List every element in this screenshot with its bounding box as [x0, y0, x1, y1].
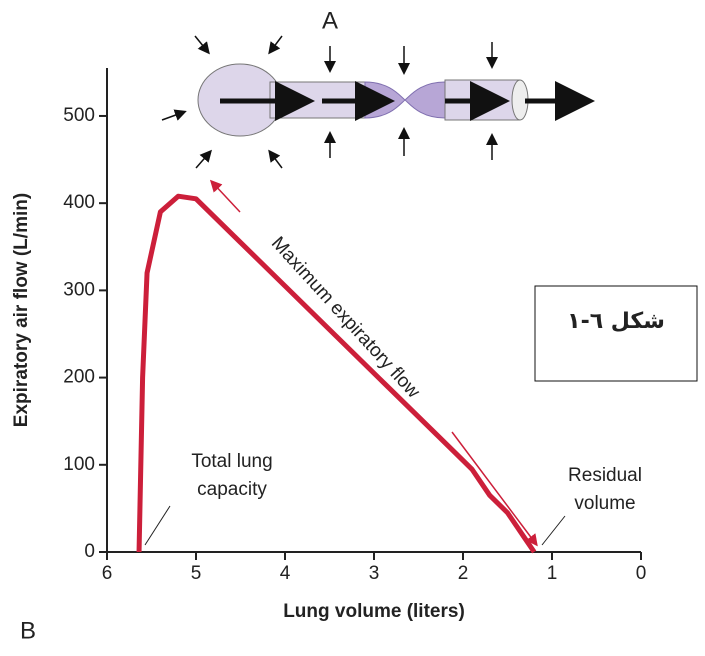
annotation: Residual — [568, 465, 642, 486]
leader-line — [541, 515, 566, 546]
y-tick-label: 200 — [63, 367, 95, 388]
x-axis-title: Lung volume (liters) — [283, 601, 465, 622]
annotation-arrow — [209, 179, 241, 213]
x-tick-label: 5 — [191, 563, 202, 584]
y-axis-title: Expiratory air flow (L/min) — [11, 193, 32, 427]
annotation: capacity — [197, 479, 267, 500]
x-tick-label: 0 — [636, 563, 647, 584]
figure-box — [534, 285, 698, 382]
airway-diagram — [161, 35, 595, 169]
panel-label: B — [20, 617, 36, 644]
annotation-arrow — [451, 431, 538, 547]
x-tick-label: 4 — [280, 563, 291, 584]
figure-label: شكل ٦-١ — [567, 309, 665, 334]
x-tick-label: 3 — [369, 563, 380, 584]
y-tick-label: 400 — [63, 192, 95, 213]
panel-label: A — [322, 7, 338, 34]
y-tick-label: 0 — [84, 541, 95, 562]
annotation: volume — [574, 493, 635, 514]
flow-volume-curve — [136, 193, 537, 554]
leader-line — [144, 505, 171, 546]
x-tick-label: 2 — [458, 563, 469, 584]
y-tick-label: 300 — [63, 279, 95, 300]
y-tick-label: 500 — [63, 105, 95, 126]
y-tick-label: 100 — [63, 454, 95, 475]
curve-label: Maximum expiratory flow — [267, 233, 424, 403]
annotation: Total lung — [191, 451, 272, 472]
x-tick-label: 6 — [102, 563, 113, 584]
x-tick-label: 1 — [547, 563, 558, 584]
